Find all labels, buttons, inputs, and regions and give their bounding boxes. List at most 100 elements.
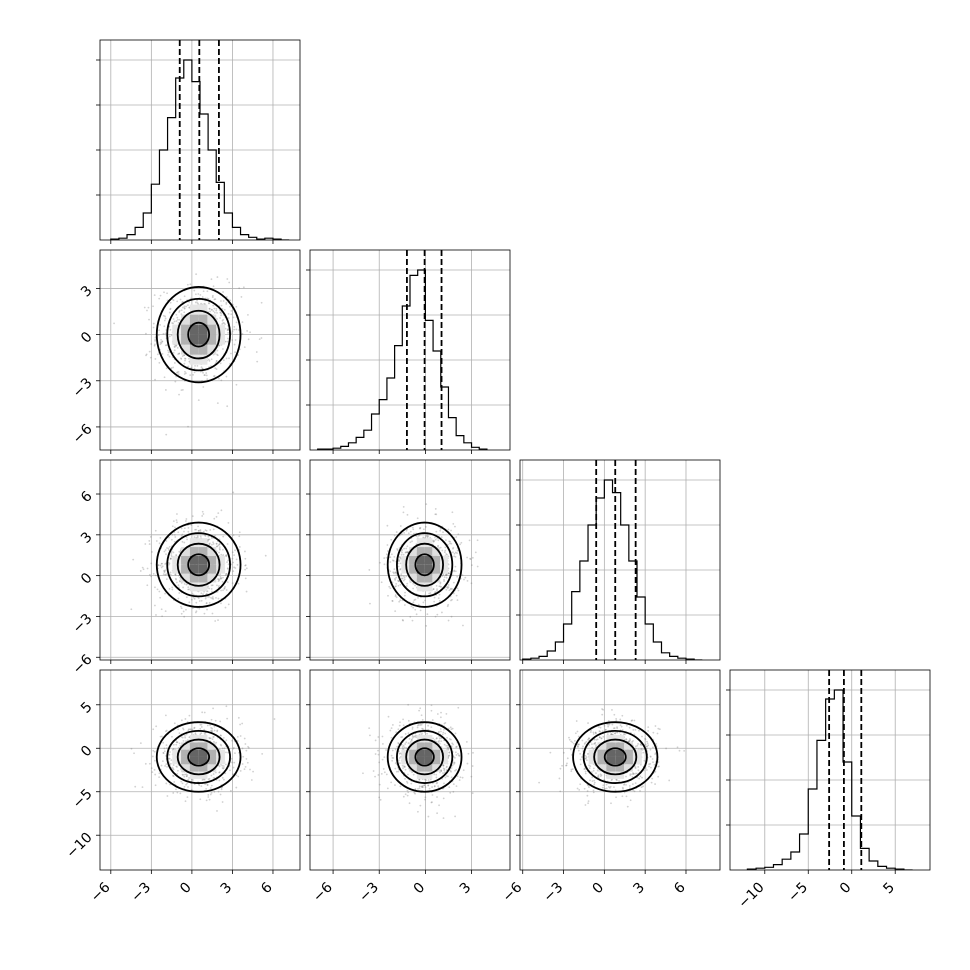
scatter-point-3-1	[443, 768, 446, 770]
scatter-point-2-1	[462, 624, 464, 627]
scatter-point-3-2	[584, 770, 587, 773]
density-cell-1-0-11	[189, 304, 199, 315]
density-cell-3-1-5	[409, 742, 417, 750]
scatter-point-3-1	[430, 801, 433, 804]
scatter-point-3-1	[399, 752, 402, 755]
scatter-point-2-1	[466, 579, 469, 582]
scatter-point-1-0	[241, 333, 244, 335]
scatter-point-3-1	[450, 738, 452, 741]
scatter-point-1-0	[194, 365, 196, 367]
scatter-point-3-2	[598, 736, 601, 739]
scatter-point-3-0	[237, 775, 240, 778]
scatter-point-3-2	[634, 729, 637, 731]
scatter-point-1-0	[147, 306, 150, 309]
density-cell-3-2-12	[615, 771, 625, 779]
scatter-point-1-0	[197, 399, 200, 402]
scatter-point-1-0	[183, 307, 186, 309]
scatter-point-2-0	[183, 582, 186, 585]
scatter-point-3-1	[415, 734, 417, 737]
density-cell-3-1-15	[424, 749, 433, 757]
density-cell-2-1-16	[424, 547, 433, 556]
scatter-point-2-0	[217, 544, 220, 547]
scatter-point-2-0	[158, 542, 161, 545]
scatter-point-3-1	[444, 732, 447, 735]
scatter-point-1-0	[222, 300, 225, 302]
scatter-point-3-1	[427, 784, 430, 787]
scatter-point-3-2	[652, 746, 654, 749]
density-cell-3-2-10	[606, 742, 616, 750]
scatter-point-3-1	[428, 787, 431, 790]
scatter-point-2-0	[157, 564, 160, 567]
scatter-point-2-0	[194, 611, 197, 614]
xtick-label-1-0: −6	[310, 879, 336, 905]
scatter-point-3-1	[421, 727, 424, 730]
scatter-point-3-0	[187, 779, 190, 781]
scatter-point-2-1	[436, 613, 439, 616]
scatter-point-2-1	[414, 598, 417, 601]
scatter-point-3-2	[640, 744, 643, 747]
scatter-point-3-0	[208, 737, 211, 740]
contour-2-1-0	[414, 553, 435, 577]
scatter-point-3-2	[639, 763, 642, 766]
scatter-point-3-0	[172, 792, 175, 794]
scatter-point-1-0	[225, 296, 228, 298]
scatter-point-2-0	[226, 543, 229, 545]
scatter-point-2-0	[154, 604, 156, 607]
scatter-point-2-0	[232, 570, 235, 573]
scatter-point-1-0	[154, 358, 157, 360]
scatter-point-2-0	[208, 538, 211, 541]
scatter-point-2-0	[211, 597, 214, 600]
scatter-point-1-0	[159, 343, 162, 346]
scatter-point-2-0	[185, 583, 188, 586]
scatter-point-2-0	[219, 577, 222, 580]
scatter-point-3-2	[631, 773, 633, 776]
scatter-point-2-0	[167, 563, 170, 566]
scatter-point-3-2	[598, 730, 601, 732]
scatter-point-1-0	[243, 346, 246, 349]
density-cell-3-0-6	[189, 771, 199, 779]
scatter-point-2-0	[180, 605, 182, 608]
scatter-point-2-1	[401, 619, 404, 621]
scatter-point-2-0	[174, 573, 177, 576]
scatter-point-2-0	[130, 608, 133, 611]
scatter-point-3-0	[213, 725, 216, 728]
density-cell-1-0-12	[198, 354, 208, 365]
scatter-point-3-1	[439, 728, 442, 730]
scatter-point-2-0	[218, 579, 221, 582]
density-cell-1-0-21	[207, 314, 217, 325]
density-cell-1-0-23	[216, 324, 226, 335]
scatter-point-3-1	[420, 785, 423, 788]
scatter-point-2-1	[445, 553, 448, 555]
scatter-point-1-0	[213, 311, 216, 314]
scatter-point-2-1	[397, 565, 400, 568]
scatter-point-3-0	[216, 730, 219, 733]
scatter-point-3-2	[646, 740, 648, 743]
scatter-point-2-0	[211, 543, 213, 546]
scatter-point-1-0	[241, 321, 244, 323]
scatter-point-2-1	[435, 530, 438, 533]
scatter-point-3-1	[407, 791, 410, 794]
scatter-point-3-0	[210, 791, 213, 794]
scatter-point-2-0	[168, 545, 171, 548]
scatter-point-3-1	[391, 756, 394, 759]
scatter-point-1-0	[216, 318, 218, 320]
scatter-point-3-0	[239, 770, 242, 772]
scatter-point-3-2	[620, 725, 623, 728]
scatter-point-3-0	[232, 773, 234, 776]
density-cell-2-1-19	[432, 564, 441, 574]
scatter-point-3-1	[447, 775, 449, 778]
scatter-point-3-1	[450, 745, 453, 748]
scatter-point-3-0	[155, 725, 158, 728]
scatter-point-3-2	[565, 764, 568, 767]
scatter-point-2-1	[369, 602, 371, 605]
scatter-point-2-1	[434, 508, 437, 510]
ytick-label-2-2: 0	[78, 570, 96, 588]
scatter-point-1-0	[193, 371, 196, 374]
scatter-point-1-0	[233, 343, 236, 346]
scatter-point-3-0	[199, 723, 202, 726]
scatter-point-3-2	[594, 741, 597, 744]
scatter-point-3-0	[261, 752, 264, 755]
scatter-point-3-0	[216, 810, 218, 812]
contour-1-0-2	[166, 297, 231, 372]
xtick-label-2-0: −6	[500, 879, 526, 905]
